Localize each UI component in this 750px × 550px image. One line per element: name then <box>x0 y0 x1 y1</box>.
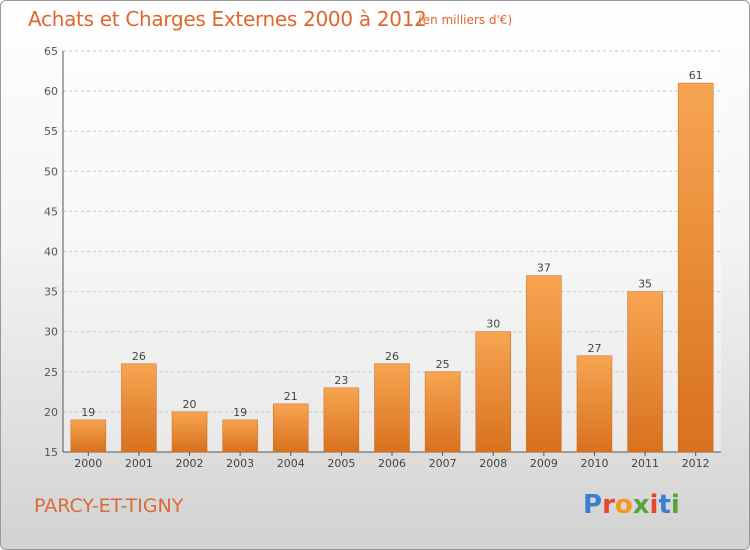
proxiti-logo: Proxiti <box>583 490 680 520</box>
data-label: 23 <box>334 374 348 387</box>
x-tick-label: 2002 <box>176 457 204 470</box>
x-tick-label: 2004 <box>277 457 305 470</box>
data-label: 26 <box>132 350 146 363</box>
x-tick-label: 2011 <box>631 457 659 470</box>
logo-letter: r <box>602 490 615 520</box>
logo-letter: x <box>632 490 650 520</box>
data-label: 35 <box>638 278 652 291</box>
data-label: 27 <box>587 342 601 355</box>
bar <box>374 363 410 453</box>
logo-letter: o <box>614 490 633 520</box>
x-tick-label: 2007 <box>429 457 457 470</box>
bar <box>475 331 511 453</box>
y-tick-label: 45 <box>44 205 58 218</box>
bar <box>323 387 360 453</box>
data-label: 21 <box>284 390 298 403</box>
y-tick-label: 25 <box>44 366 58 379</box>
town-name: PARCY-ET-TIGNY <box>34 495 184 517</box>
y-tick-label: 20 <box>44 406 58 419</box>
logo-letter: i <box>670 490 680 520</box>
y-tick-label: 30 <box>44 326 58 339</box>
y-tick-label: 55 <box>44 125 58 138</box>
logo-letter: P <box>583 490 603 520</box>
x-tick-label: 2000 <box>74 457 102 470</box>
x-tick-label: 2009 <box>530 457 558 470</box>
bar <box>424 371 461 453</box>
x-tick-label: 2006 <box>378 457 406 470</box>
bar <box>222 419 258 453</box>
data-label: 25 <box>436 358 450 371</box>
data-label: 26 <box>385 350 399 363</box>
data-label: 19 <box>233 406 247 419</box>
y-tick-label: 35 <box>44 286 58 299</box>
x-tick-label: 2003 <box>226 457 254 470</box>
x-tick-label: 2012 <box>682 457 710 470</box>
y-tick-label: 60 <box>44 85 58 98</box>
bar <box>70 419 107 453</box>
chart-unit: (en milliers d'€) <box>418 13 513 27</box>
bar <box>526 275 562 453</box>
x-tick-label: 2008 <box>479 457 507 470</box>
data-label: 30 <box>486 318 500 331</box>
chart-title: Achats et Charges Externes 2000 à 2012 <box>28 7 427 31</box>
bar <box>171 411 208 453</box>
x-tick-label: 2005 <box>327 457 355 470</box>
logo-letter: i <box>649 490 659 520</box>
bar <box>121 363 157 453</box>
y-tick-label: 40 <box>44 246 58 259</box>
bar <box>576 355 613 453</box>
y-tick-label: 50 <box>44 165 58 178</box>
bar <box>273 403 309 453</box>
data-label: 37 <box>537 262 551 275</box>
data-label: 61 <box>689 69 703 82</box>
bar <box>677 82 714 453</box>
data-label: 19 <box>81 406 95 419</box>
data-label: 20 <box>183 398 197 411</box>
y-tick-label: 65 <box>44 45 58 58</box>
x-tick-label: 2001 <box>125 457 153 470</box>
y-tick-label: 15 <box>44 446 58 459</box>
x-tick-label: 2010 <box>580 457 608 470</box>
bar <box>627 291 663 453</box>
logo-letter: t <box>658 490 671 520</box>
